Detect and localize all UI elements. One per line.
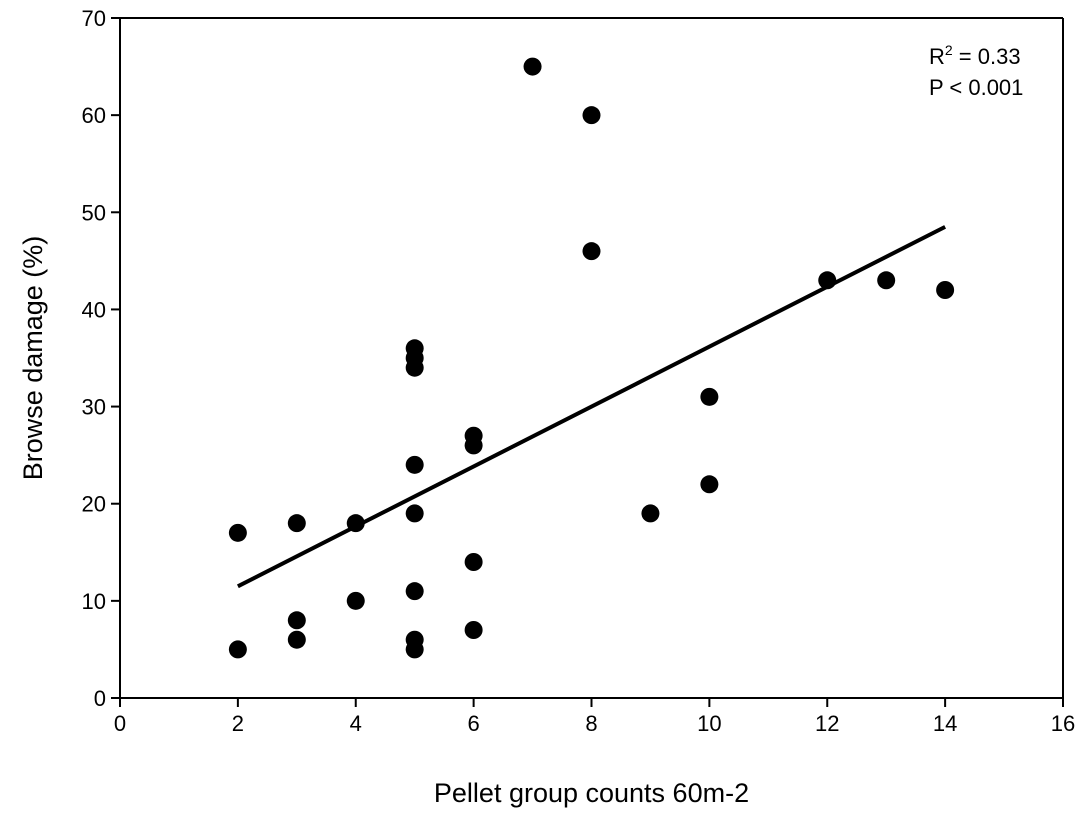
data-point — [405, 504, 424, 523]
data-point — [641, 504, 660, 523]
data-point — [405, 455, 424, 474]
x-tick-label: 16 — [1051, 711, 1075, 736]
x-tick-label: 10 — [697, 711, 721, 736]
data-point — [464, 436, 483, 455]
data-point — [582, 242, 601, 261]
r-squared-prefix: R — [929, 44, 945, 69]
data-point — [464, 553, 483, 571]
x-tick-label: 12 — [815, 711, 839, 736]
data-point — [228, 523, 247, 542]
data-point — [523, 57, 542, 76]
data-point — [936, 281, 955, 299]
data-point — [405, 358, 424, 377]
y-tick-label: 10 — [82, 589, 106, 614]
x-tick-label: 0 — [114, 711, 126, 736]
data-point — [346, 591, 365, 610]
y-axis-ticks: 0 10 20 30 40 50 60 70 — [82, 6, 120, 711]
data-point — [287, 514, 306, 533]
data-point — [405, 582, 424, 601]
x-tick-label: 4 — [350, 711, 362, 736]
y-tick-label: 20 — [82, 492, 106, 517]
y-tick-label: 70 — [82, 6, 106, 31]
y-tick-label: 30 — [82, 395, 106, 420]
data-point — [700, 475, 719, 494]
data-point — [582, 106, 601, 125]
y-axis-title: Browse damage (%) — [18, 236, 48, 481]
x-tick-label: 14 — [933, 711, 957, 736]
r-squared-value: = 0.33 — [953, 44, 1021, 69]
x-tick-label: 6 — [468, 711, 480, 736]
data-point — [405, 640, 424, 659]
x-axis-ticks: 0 2 4 6 8 10 12 14 16 — [114, 698, 1075, 736]
r-squared-superscript: 2 — [945, 42, 953, 58]
y-tick-label: 40 — [82, 297, 106, 322]
r-squared-annotation: R2 = 0.33 — [929, 42, 1021, 69]
data-point — [700, 387, 719, 406]
x-tick-label: 8 — [585, 711, 597, 736]
data-point — [464, 621, 483, 639]
x-axis-title: Pellet group counts 60m-2 — [434, 778, 749, 808]
y-tick-label: 0 — [94, 686, 106, 711]
y-tick-label: 50 — [82, 200, 106, 225]
p-value-annotation: P < 0.001 — [929, 75, 1023, 100]
y-tick-label: 60 — [82, 103, 106, 128]
x-tick-label: 2 — [232, 711, 244, 736]
data-point — [287, 611, 306, 630]
regression-line — [236, 225, 947, 589]
data-points — [228, 57, 955, 659]
data-point — [228, 640, 247, 659]
data-point — [877, 271, 896, 290]
data-point — [287, 630, 306, 649]
